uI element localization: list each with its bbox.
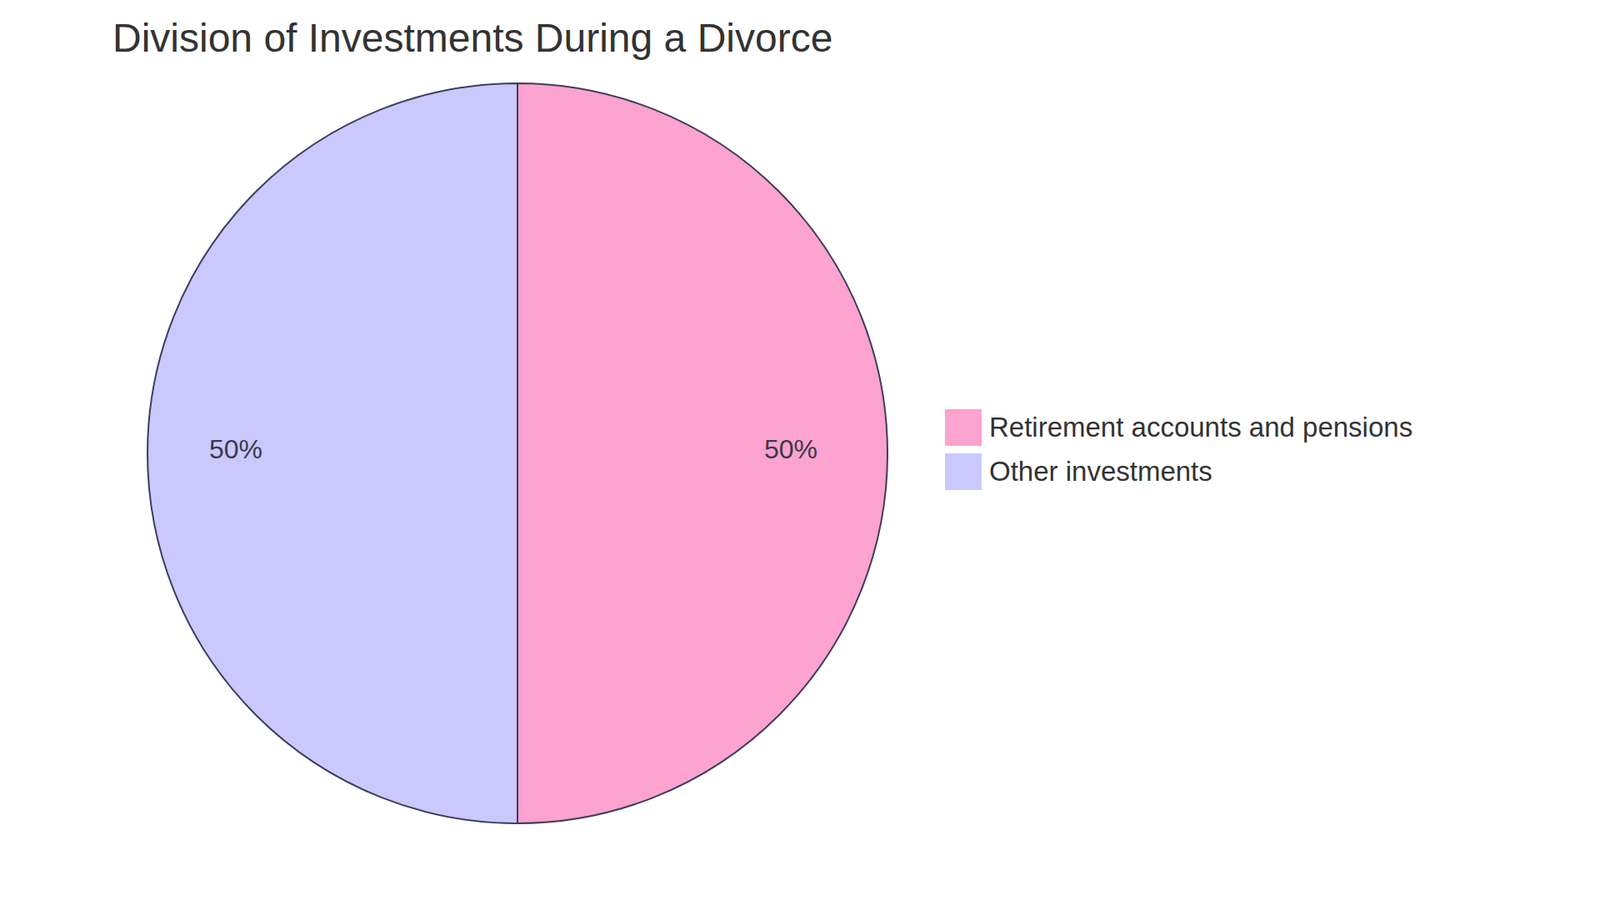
html-text:Other investments: Other investments <box>989 455 1213 487</box>
svg-text:50%: 50% <box>209 434 263 465</box>
svg-text:50%: 50% <box>764 434 818 465</box>
html-text:Division of Investments During: Division of Investments During a Divorce <box>112 15 833 60</box>
html-text:Retirement accounts and pensio: Retirement accounts and pensions <box>989 411 1413 443</box>
